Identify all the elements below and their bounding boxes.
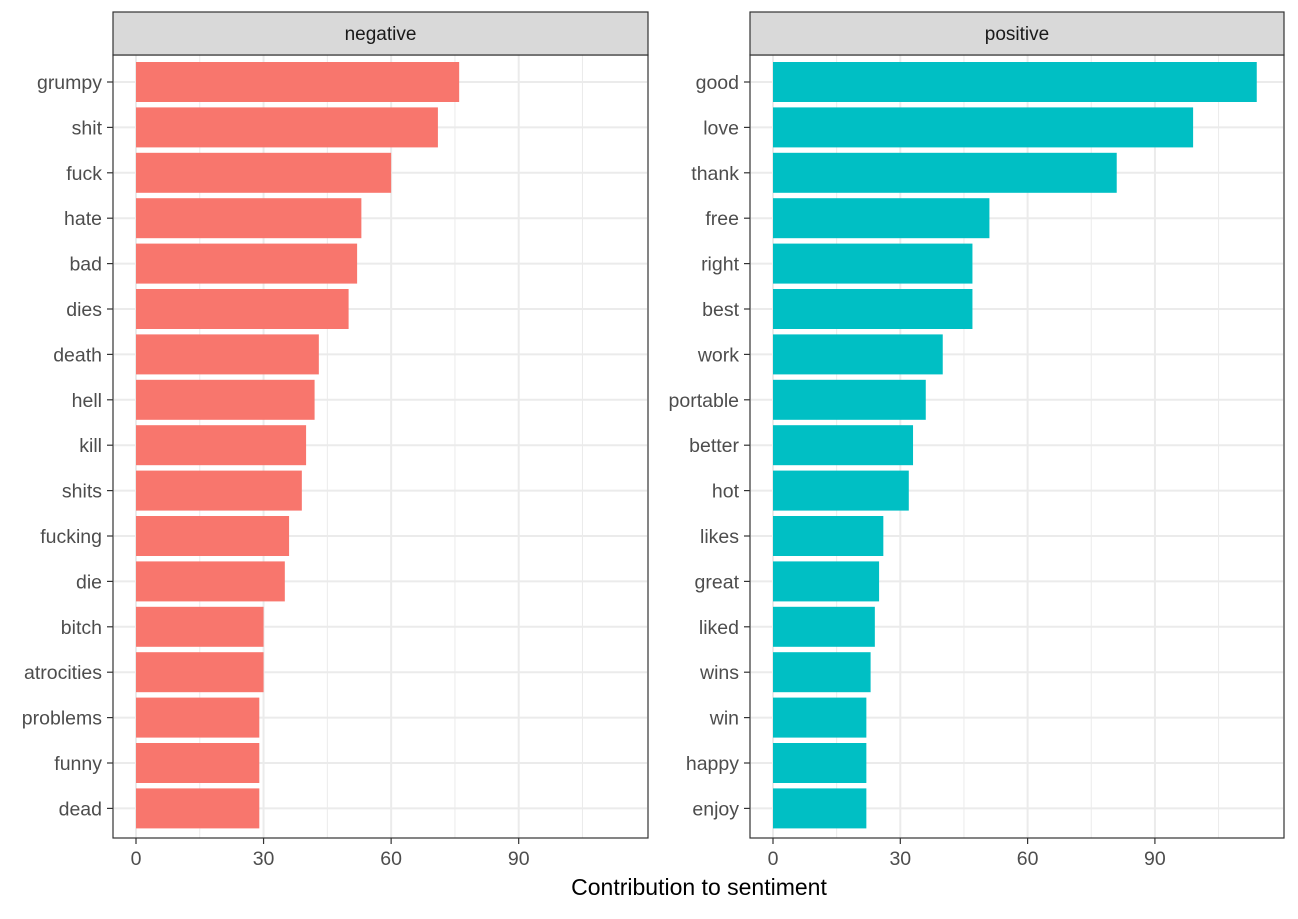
bar-funny — [136, 743, 260, 783]
y-tick-label: right — [701, 254, 740, 276]
x-tick-label: 0 — [768, 848, 779, 870]
bar-dead — [136, 788, 260, 829]
y-tick-label: fucking — [40, 526, 102, 548]
x-tick-label: 90 — [1144, 848, 1166, 870]
bar-bitch — [136, 606, 264, 647]
x-tick-label: 90 — [508, 848, 530, 870]
y-tick-label: wins — [699, 662, 739, 684]
y-tick-label: liked — [699, 617, 739, 639]
bar-work — [773, 334, 943, 375]
y-tick-label: dies — [66, 299, 102, 321]
bar-problems — [136, 697, 260, 738]
facet-strip — [112, 11, 649, 56]
y-tick-label: hate — [64, 208, 102, 230]
y-tick-label: bitch — [61, 617, 102, 639]
y-tick-label: hell — [72, 390, 102, 412]
y-tick-label: kill — [79, 435, 102, 457]
bar-grumpy — [136, 62, 460, 102]
y-tick-label: happy — [686, 753, 739, 775]
bar-thank — [773, 152, 1117, 193]
y-tick-label: win — [709, 708, 739, 730]
y-tick-label: dead — [59, 798, 102, 820]
bar-death — [136, 334, 319, 375]
y-tick-label: likes — [700, 526, 739, 548]
y-tick-label: die — [76, 571, 102, 593]
y-tick-label: shit — [72, 117, 103, 139]
y-tick-label: thank — [691, 163, 739, 185]
bar-better — [773, 425, 914, 466]
bar-liked — [773, 606, 875, 647]
bar-great — [773, 561, 880, 602]
y-tick-label: shits — [62, 481, 102, 503]
x-tick-label: 60 — [1017, 848, 1039, 870]
y-tick-label: fuck — [66, 163, 102, 185]
bar-die — [136, 561, 285, 602]
y-tick-label: portable — [669, 390, 739, 412]
bar-right — [773, 243, 973, 284]
y-tick-label: better — [689, 435, 739, 457]
y-tick-label: funny — [54, 753, 102, 775]
bar-bad — [136, 243, 358, 284]
y-tick-label: bad — [69, 254, 102, 276]
bar-portable — [773, 379, 926, 420]
bar-wins — [773, 652, 871, 693]
y-tick-label: best — [702, 299, 739, 321]
y-tick-label: grumpy — [37, 72, 102, 94]
bar-atrocities — [136, 652, 264, 693]
x-axis-title: Contribution to sentiment — [571, 874, 827, 900]
facet-panel-negative: negative grumpy shit fuck hate bad dies death he… — [22, 11, 649, 870]
y-tick-label: work — [697, 344, 739, 366]
bar-hot — [773, 470, 909, 511]
x-tick-label: 0 — [131, 848, 142, 870]
y-tick-label: love — [703, 117, 739, 139]
y-tick-label: atrocities — [24, 662, 102, 684]
bar-kill — [136, 425, 307, 466]
bar-free — [773, 198, 990, 239]
facet-panel-positive: positive good love thank free right best work po… — [669, 11, 1285, 870]
y-tick-label: problems — [22, 708, 102, 730]
bar-likes — [773, 516, 884, 556]
bar-shits — [136, 470, 302, 511]
x-tick-label: 30 — [253, 848, 275, 870]
bar-win — [773, 697, 867, 738]
y-tick-label: death — [53, 344, 102, 366]
y-tick-label: good — [696, 72, 739, 94]
bar-fuck — [136, 152, 392, 193]
bar-enjoy — [773, 788, 867, 829]
bar-love — [773, 107, 1194, 148]
facet-strip-label: positive — [985, 24, 1049, 45]
x-tick-label: 60 — [380, 848, 402, 870]
bar-hell — [136, 379, 315, 420]
y-tick-label: free — [705, 208, 739, 230]
x-tick-label: 30 — [889, 848, 911, 870]
y-tick-label: hot — [712, 481, 740, 503]
bar-fucking — [136, 516, 290, 556]
facet-strip-label: negative — [345, 24, 417, 45]
y-tick-label: enjoy — [692, 798, 739, 820]
y-tick-label: great — [695, 571, 740, 593]
bar-good — [773, 62, 1257, 102]
facet-strip — [749, 11, 1285, 56]
bar-dies — [136, 289, 349, 329]
bar-happy — [773, 743, 867, 783]
bar-shit — [136, 107, 438, 148]
bar-best — [773, 289, 973, 329]
bar-hate — [136, 198, 362, 239]
